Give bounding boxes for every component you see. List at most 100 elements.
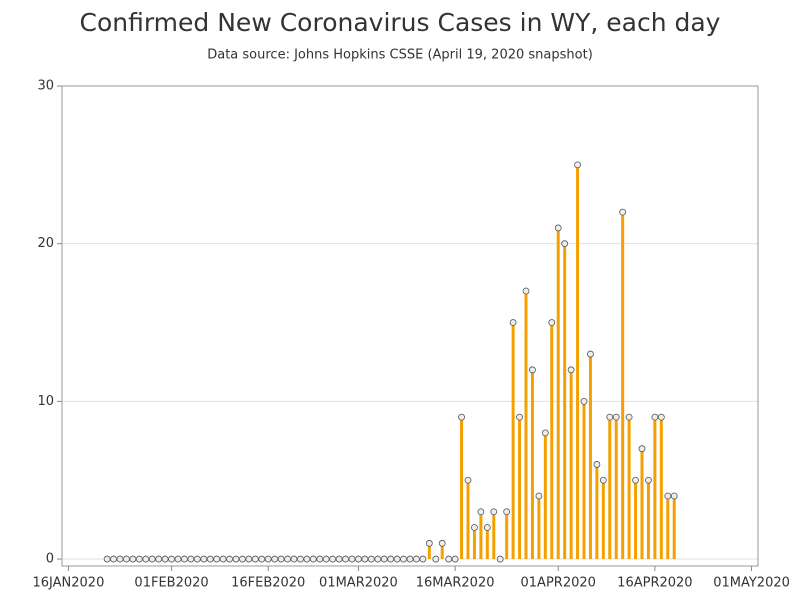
point [129,555,137,563]
point [226,555,233,563]
point [329,555,337,563]
point [413,555,420,563]
x-tick-label: 01MAY2020 [713,576,790,591]
y-tick-label: 0 [46,552,54,567]
point [187,555,195,563]
point [503,508,511,516]
point [251,555,259,563]
plot-frame [61,85,759,567]
point [548,319,556,326]
point [509,319,517,326]
point [271,555,279,563]
point [670,492,678,500]
point [116,555,124,563]
point [309,555,317,563]
point [232,555,240,563]
point [587,350,594,358]
point [464,476,472,484]
point [374,555,382,563]
x-tick-label: 01MAR2020 [319,576,398,591]
point [606,413,614,421]
point [593,461,601,468]
x-tick-label: 16JAN2020 [33,576,105,591]
point [406,555,414,563]
point [155,555,163,563]
point [380,555,388,563]
point [142,555,150,563]
point [516,413,523,421]
point [148,555,156,563]
point [213,555,221,563]
point [258,555,266,563]
chart-subtitle: Data source: Johns Hopkins CSSE (April 1… [207,48,593,63]
x-tick-label: 01FEB2020 [134,576,208,591]
x-tick-label: 16MAR2020 [416,576,495,591]
point [599,476,607,484]
point [425,539,433,547]
point [645,476,652,484]
point [567,366,575,374]
point [387,555,395,563]
point [322,555,330,563]
point [219,555,227,563]
point [432,555,440,563]
x-tick-label: 16APR2020 [617,576,692,591]
y-tick-label: 30 [37,79,54,94]
point [367,555,375,563]
y-tick-label: 10 [37,394,54,409]
point [522,287,530,295]
chart-title: Confirmed New Coronavirus Cases in WY, e… [80,8,721,37]
y-tick-label: 20 [37,236,54,251]
point [348,555,356,563]
point [168,555,175,563]
point [496,555,504,563]
point [445,555,453,563]
point [625,413,633,421]
point [638,445,646,453]
point [471,524,478,531]
point [483,524,491,531]
point [123,555,130,563]
point [664,492,672,500]
point [529,366,536,374]
point [451,555,459,563]
point [303,555,311,563]
point [361,555,369,563]
point [619,208,627,216]
point [632,476,639,484]
point [400,555,407,563]
point [438,539,446,547]
point [239,555,246,563]
point [612,413,620,421]
point [574,161,581,169]
point [561,240,569,248]
point [193,555,201,563]
point [174,555,182,563]
point [393,555,401,563]
point [206,555,214,563]
point [490,508,498,516]
point [554,224,562,232]
point [277,555,285,563]
point [161,555,169,563]
point [541,429,549,437]
point [316,555,324,563]
point [657,413,665,421]
x-tick-label: 01APR2020 [521,576,596,591]
point [335,555,343,563]
point [200,555,208,563]
point [135,555,143,563]
point [245,555,253,563]
point [297,555,304,563]
point [284,555,291,563]
point [290,555,298,563]
point [181,555,188,563]
point [264,555,272,563]
point [103,555,111,563]
point [110,555,117,563]
point [342,555,349,563]
point [580,397,588,405]
point [458,413,465,421]
x-tick-label: 16FEB2020 [231,576,305,591]
